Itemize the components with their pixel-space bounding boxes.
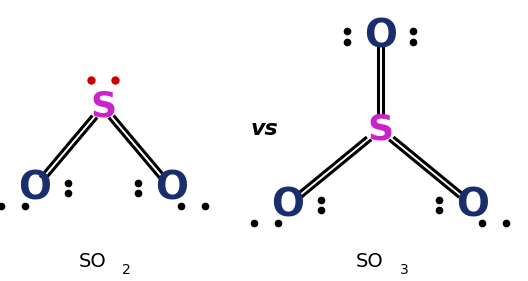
Text: 3: 3 — [400, 263, 408, 277]
Text: vs: vs — [250, 119, 278, 139]
Text: S: S — [90, 90, 116, 124]
Text: O: O — [18, 169, 51, 207]
Text: O: O — [456, 186, 489, 224]
Text: S: S — [367, 112, 393, 146]
Text: SO: SO — [79, 252, 106, 271]
Text: O: O — [155, 169, 188, 207]
Text: O: O — [364, 17, 397, 56]
Text: SO: SO — [356, 252, 383, 271]
Text: O: O — [271, 186, 304, 224]
Text: 2: 2 — [122, 263, 131, 277]
